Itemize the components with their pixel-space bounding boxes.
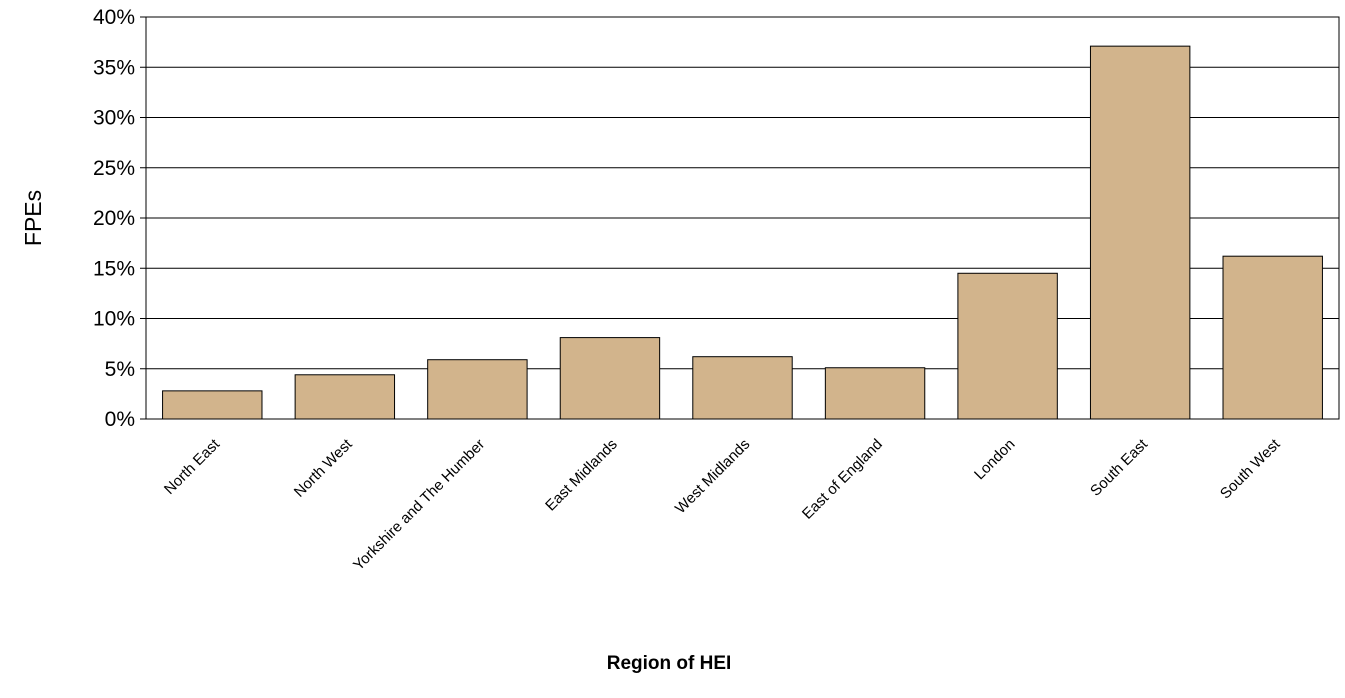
- y-tick-label: 35%: [93, 56, 135, 79]
- y-tick-label: 5%: [105, 358, 135, 381]
- bar: [824, 367, 926, 420]
- bar: [294, 374, 396, 420]
- y-tick-label: 30%: [93, 107, 135, 130]
- x-category-label: West Midlands: [672, 436, 753, 517]
- y-tick-label: 10%: [93, 308, 135, 331]
- bar: [1089, 45, 1191, 420]
- y-tick-label: 40%: [93, 6, 135, 29]
- y-tick-label: 20%: [93, 207, 135, 230]
- x-category-label: North West: [291, 435, 356, 500]
- y-tick-label: 15%: [93, 257, 135, 280]
- y-tick-label: 0%: [105, 408, 135, 431]
- plot-area-frame: [145, 16, 1340, 420]
- bar: [427, 359, 528, 420]
- x-category-label: London: [971, 436, 1018, 483]
- y-axis-title: FPEs: [20, 190, 46, 246]
- bar: [162, 390, 263, 420]
- bar: [692, 356, 793, 420]
- bars: [162, 45, 1323, 420]
- x-category-label: North East: [161, 435, 224, 498]
- x-category-label: South West: [1217, 435, 1284, 502]
- bar: [957, 272, 1058, 420]
- bar: [1222, 255, 1323, 420]
- x-category-label: East Midlands: [542, 436, 621, 515]
- y-tick-label: 25%: [93, 157, 135, 180]
- x-category-label: Yorkshire and The Humber: [350, 436, 488, 574]
- x-category-label: South East: [1087, 435, 1151, 499]
- x-category-label: East of England: [799, 436, 886, 523]
- bar: [559, 337, 661, 420]
- y-tick-labels: 0% 5% 10% 15% 20% 25% 30% 35% 40%: [93, 6, 135, 431]
- x-axis-title: Region of HEI: [607, 653, 732, 674]
